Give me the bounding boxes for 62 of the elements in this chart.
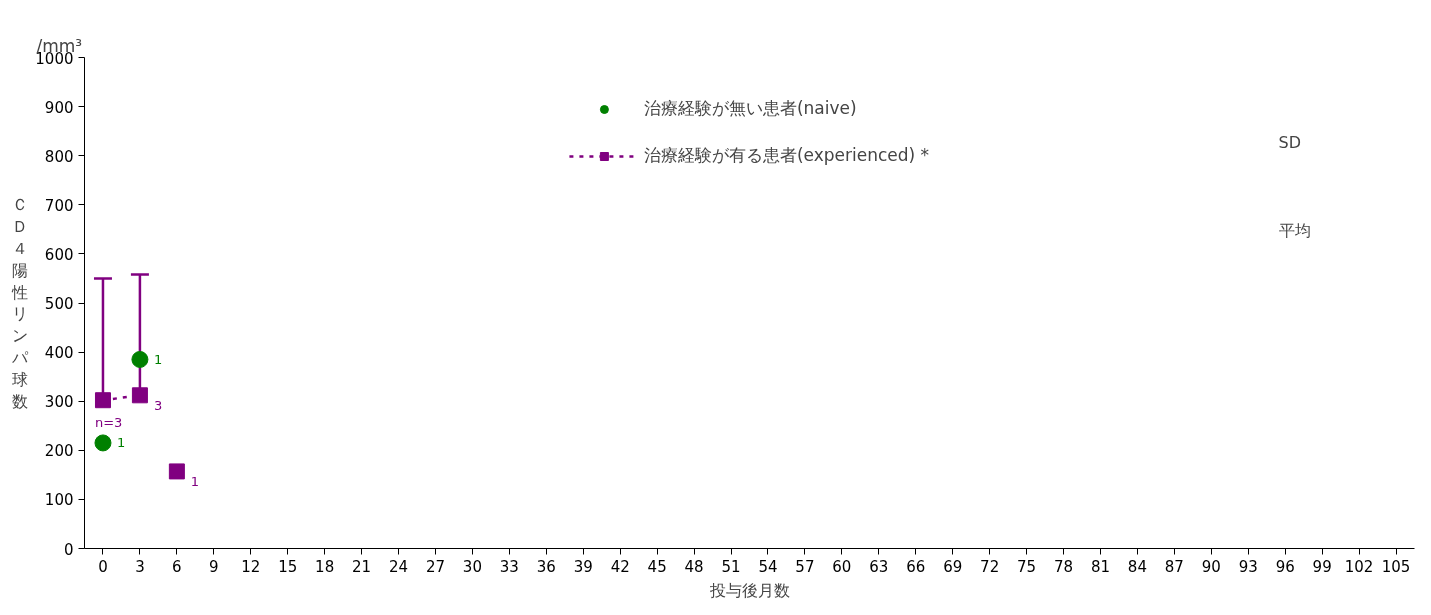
point [94, 434, 112, 452]
y-tick-label: 300 [44, 393, 74, 412]
x-tick-label: 6 [172, 557, 182, 576]
annotation: SD [1278, 133, 1301, 152]
x-tick-label: 0 [98, 557, 108, 576]
x-tick-label: 96 [1275, 557, 1295, 576]
x-tick-label: 87 [1164, 557, 1184, 576]
annotation: 1 [153, 351, 163, 367]
x-tick-label: 90 [1201, 557, 1221, 576]
x-tick-label: 99 [1312, 557, 1332, 576]
x-tick-label: 72 [980, 557, 1000, 576]
x-tick-label: 63 [869, 557, 889, 576]
x-tick-label: 18 [315, 557, 335, 576]
x-tick-label: 3 [135, 557, 145, 576]
x-tick-label: 102 [1344, 557, 1374, 576]
y-tick-label: 500 [44, 295, 74, 313]
point [94, 392, 111, 409]
legend-label: 治療経験が有る患者(experienced) * [643, 144, 930, 167]
x-tick-label: 60 [832, 557, 852, 576]
x-tick-label: 42 [610, 557, 630, 576]
x-tick-label: 66 [906, 557, 926, 576]
x-tick-label: 39 [573, 557, 593, 576]
x-tick-label: 105 [1381, 557, 1411, 576]
y-tick-label: 900 [44, 98, 74, 117]
text: ＣＤ４陽性リンパ球数 [12, 195, 29, 411]
x-tick-label: 24 [388, 557, 409, 576]
x-tick-label: 27 [425, 557, 446, 576]
annotation: 平均 [1278, 221, 1311, 240]
x-axis-title: 投与後月数 [708, 580, 790, 600]
point [131, 387, 148, 404]
x-tick-label: 81 [1090, 557, 1111, 576]
x-tick-label: 36 [536, 557, 556, 576]
y-tick-label: 800 [44, 147, 74, 166]
annotation: 3 [153, 397, 163, 413]
y-tick-label: 100 [44, 491, 74, 510]
y-tick-label: 200 [44, 442, 74, 461]
x-tick-label: 51 [721, 557, 741, 576]
x-tick-label: 84 [1127, 557, 1147, 576]
y-tick-label: 400 [44, 344, 74, 363]
x-tick-label: 33 [499, 557, 519, 576]
y-tick-label: 700 [44, 196, 74, 215]
x-tick-label: 30 [462, 557, 482, 576]
x-tick-label: 48 [684, 557, 704, 576]
annotation: n=3 [94, 414, 123, 430]
x-tick-label: 45 [647, 557, 667, 576]
annotation: 1 [190, 473, 200, 489]
x-tick-label: 15 [278, 557, 298, 576]
point [131, 350, 149, 368]
x-tick-label: 75 [1017, 557, 1037, 576]
x-tick-label: 57 [795, 557, 815, 576]
y-tick-label: 600 [44, 245, 74, 264]
x-tick-label: 69 [943, 557, 963, 576]
point [168, 463, 185, 480]
legend-label: 治療経験が無い患者(naive) [643, 97, 857, 120]
x-tick-label: 12 [241, 557, 261, 576]
x-tick-label: 78 [1053, 557, 1074, 576]
x-tick-label: 21 [352, 557, 372, 576]
annotation: 1 [116, 435, 126, 451]
x-tick-label: 54 [758, 557, 778, 576]
y-tick-label: 0 [63, 540, 74, 559]
x-tick-label: 93 [1238, 557, 1258, 576]
x-tick-label: 9 [209, 557, 219, 576]
